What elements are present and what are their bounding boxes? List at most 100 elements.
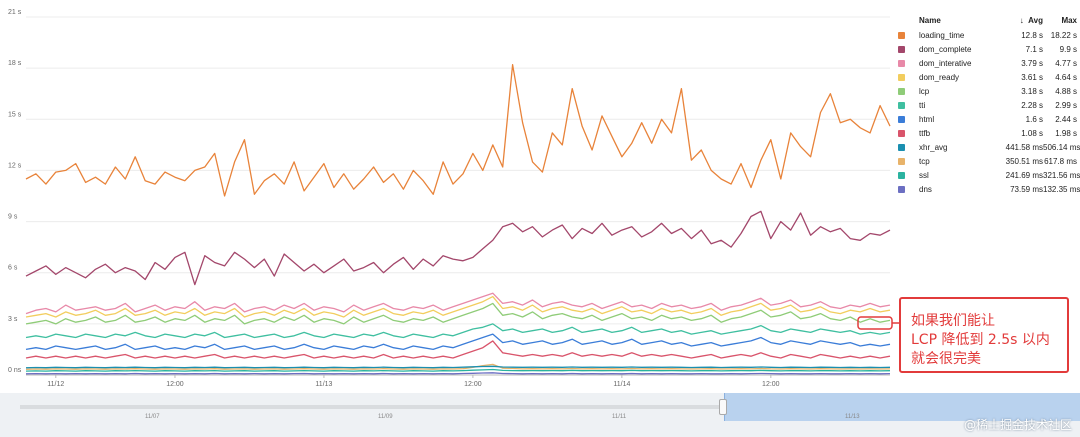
legend-series-name: xhr_avg: [919, 142, 948, 152]
legend-max-value: 617.8 ms: [1044, 156, 1077, 166]
navigator-tick: 11/11: [612, 414, 627, 420]
annotation-callout: 如果我们能让 LCP 降低到 2.5s 以内 就会很完美: [899, 297, 1069, 373]
legend-row-tti[interactable]: tti 2.28 s 2.99 s: [898, 98, 1080, 112]
series-lines: [25, 64, 891, 375]
navigator-tick: 11/09: [378, 414, 393, 420]
series-line-xhr_avg[interactable]: [25, 365, 891, 369]
legend-row-ttfb[interactable]: ttfb 1.08 s 1.98 s: [898, 126, 1080, 140]
legend-avg-value: 7.1 s: [1025, 44, 1043, 54]
legend-swatch: [898, 143, 905, 151]
sort-desc-icon: ↓: [1019, 15, 1024, 25]
series-line-loading_time[interactable]: [25, 64, 891, 197]
series-line-ttfb[interactable]: [25, 340, 891, 359]
legend-max-value: 132.35 ms: [1043, 184, 1080, 194]
legend-header-name[interactable]: Name: [919, 15, 941, 25]
legend-header-avg-label: Avg: [1028, 15, 1043, 25]
x-tick-label: 11/14: [613, 381, 630, 388]
series-line-html[interactable]: [25, 333, 891, 351]
y-axis-ticks: 21 s 18 s 15 s 12 s 9 s 6 s 3 s 0 ns: [8, 9, 22, 374]
legend-swatch: [898, 101, 905, 109]
y-tick-label: 6 s: [8, 265, 18, 272]
navigator-tick: 11/13: [845, 414, 860, 420]
time-range-navigator[interactable]: 11/07 11/09 11/11 11/13: [0, 393, 1080, 437]
lcp-highlight-box: [857, 316, 893, 330]
legend-table: Name ↓ Avg Max loading_time 12.8 s 18.22 s…: [898, 12, 1080, 196]
navigator-selected-range[interactable]: [724, 393, 1080, 421]
x-tick-label: 12:00: [166, 381, 184, 388]
y-tick-label: 15 s: [8, 111, 22, 118]
legend-row-dom_complete[interactable]: dom_complete 7.1 s 9.9 s: [898, 42, 1080, 56]
legend-avg-value: 1.6 s: [1025, 114, 1043, 124]
x-axis-ticks: 11/12 12:00 11/13 12:00 11/14 12:00: [47, 375, 780, 388]
x-tick-label: 11/13: [315, 381, 332, 388]
legend-header-avg[interactable]: ↓ Avg: [995, 16, 1043, 25]
legend-max-value: 4.64 s: [1055, 72, 1077, 82]
legend-row-tcp[interactable]: tcp 350.51 ms 617.8 ms: [898, 154, 1080, 168]
legend-row-ssl[interactable]: ssl 241.69 ms 321.56 ms: [898, 168, 1080, 182]
legend-series-name: tcp: [919, 156, 930, 166]
legend-series-name: ttfb: [919, 128, 931, 138]
legend-max-value: 4.88 s: [1055, 86, 1077, 96]
navigator-drag-handle[interactable]: [719, 399, 727, 415]
legend-swatch: [898, 31, 905, 39]
legend-row-dom_interative[interactable]: dom_interative 3.79 s 4.77 s: [898, 56, 1080, 70]
legend-series-name: ssl: [919, 170, 929, 180]
series-line-dom_complete[interactable]: [25, 210, 891, 286]
series-line-dom_ready[interactable]: [25, 295, 891, 318]
y-tick-label: 9 s: [8, 214, 18, 221]
legend-max-value: 18.22 s: [1050, 30, 1077, 40]
legend-series-name: loading_time: [919, 30, 965, 40]
legend-series-name: html: [919, 114, 935, 124]
legend-header-max[interactable]: Max: [1061, 15, 1077, 25]
legend-max-value: 1.98 s: [1055, 128, 1077, 138]
annotation-line: 如果我们能让: [911, 313, 995, 329]
legend-avg-value: 350.51 ms: [1005, 156, 1043, 166]
y-tick-label: 3 s: [8, 316, 18, 323]
y-tick-label: 21 s: [8, 9, 22, 16]
chart-grid: [26, 16, 890, 376]
legend-row-dns[interactable]: dns 73.59 ms 132.35 ms: [898, 182, 1080, 196]
legend-series-name: dom_interative: [919, 58, 972, 68]
series-line-dom_interative[interactable]: [25, 292, 891, 315]
legend-swatch: [898, 171, 905, 179]
legend-row-loading_time[interactable]: loading_time 12.8 s 18.22 s: [898, 28, 1080, 42]
legend-header: Name ↓ Avg Max: [898, 12, 1080, 28]
x-tick-label: 12:00: [464, 381, 482, 388]
legend-row-lcp[interactable]: lcp 3.18 s 4.88 s: [898, 84, 1080, 98]
legend-max-value: 2.44 s: [1055, 114, 1077, 124]
series-line-tti[interactable]: [25, 323, 891, 339]
legend-series-name: lcp: [919, 86, 930, 96]
series-line-ssl[interactable]: [25, 368, 891, 372]
series-line-tcp[interactable]: [25, 363, 891, 371]
legend-avg-value: 3.61 s: [1021, 72, 1043, 82]
legend-row-dom_ready[interactable]: dom_ready 3.61 s 4.64 s: [898, 70, 1080, 84]
legend-avg-value: 441.58 ms: [1005, 142, 1043, 152]
legend-swatch: [898, 157, 905, 165]
legend-swatch: [898, 185, 905, 193]
legend-series-name: dns: [919, 184, 932, 194]
series-line-lcp[interactable]: [25, 302, 891, 325]
legend-avg-value: 3.79 s: [1021, 58, 1043, 68]
legend-avg-value: 12.8 s: [1021, 30, 1043, 40]
legend-row-xhr_avg[interactable]: xhr_avg 441.58 ms 506.14 ms: [898, 140, 1080, 154]
legend-rows: loading_time 12.8 s 18.22 s dom_complete 7.1…: [898, 28, 1080, 196]
legend-swatch: [898, 45, 905, 53]
legend-max-value: 4.77 s: [1055, 58, 1077, 68]
legend-max-value: 2.99 s: [1055, 100, 1077, 110]
navigator-overview-strip: [20, 405, 720, 409]
legend-avg-value: 241.69 ms: [1005, 170, 1043, 180]
legend-max-value: 321.56 ms: [1043, 170, 1080, 180]
legend-swatch: [898, 73, 905, 81]
y-tick-label: 0 ns: [8, 367, 22, 374]
y-tick-label: 12 s: [8, 162, 22, 169]
legend-avg-value: 73.59 ms: [1010, 184, 1043, 194]
legend-swatch: [898, 129, 905, 137]
legend-avg-value: 1.08 s: [1021, 128, 1043, 138]
legend-swatch: [898, 87, 905, 95]
y-tick-label: 18 s: [8, 60, 22, 67]
legend-row-html[interactable]: html 1.6 s 2.44 s: [898, 112, 1080, 126]
series-line-dns[interactable]: [25, 372, 891, 375]
watermark: @稀土掘金技术社区: [963, 418, 1072, 432]
navigator-tick: 11/07: [145, 414, 160, 420]
